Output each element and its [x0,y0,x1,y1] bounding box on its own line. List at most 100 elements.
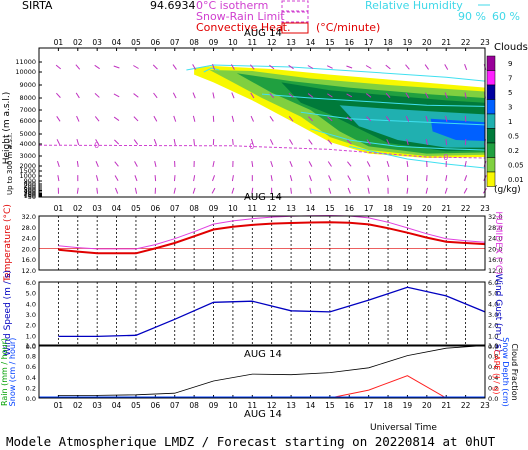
temp-ytick-right: 12.0 [488,267,502,275]
wind-barb [172,92,177,99]
rain-hour-tick: 06 [151,401,161,410]
wind-barb [113,65,120,69]
cloud-legend: 9 7 5 3 1 0.5 0.2 0.05 0.01 [486,55,524,187]
cloud-ylabel: Height (m a.s.l.) [2,92,12,165]
cloud-ylabel-2: Up to 300 m a.s.l. [6,133,14,195]
temp-hour-tick: 20 [422,204,432,213]
wind-barb [114,175,119,181]
height-tick-label: 2000 [19,162,36,170]
height-tick-label: 8000 [19,94,36,102]
wind-ytick-right: 4.0 [488,300,498,308]
wind-barb [56,116,61,122]
temp-hour-tick: 12 [267,204,277,213]
rain-ytick: 0.2 [26,384,36,392]
wind-barb [445,115,448,122]
rain-hour-tick: 13 [286,401,296,410]
wind-barb [76,160,79,168]
wind-barb [367,175,371,182]
wind-barb [366,116,372,122]
temp-hour-tick: 01 [54,204,64,213]
height-tick-label: 100 [24,192,36,200]
wind-barb [269,92,275,98]
rain-hour-tick: 14 [306,401,316,410]
wind-barb [193,175,196,182]
cloud-fraction-ylabel: Cloud Fraction [510,343,519,400]
wind-barb [192,187,196,194]
wind-barb [231,92,235,99]
rain-hour-tick: 05 [131,401,141,410]
wind-barb [289,161,293,167]
wind-barb [192,92,196,99]
temp-ytick: 28.0 [22,224,36,232]
height-tick-label: 400 [24,187,36,195]
rain-ytick: 0.6 [26,363,36,371]
wind-barb [425,115,429,122]
wind-barb [75,92,80,99]
rain-ytick-right: 0.0 [488,395,498,403]
legend-level-label: 5 [508,89,512,97]
wind-barb [114,161,119,167]
cloud-hour-tick: 01 [54,38,64,47]
cloud-hour-tick: 04 [112,38,122,47]
wind-barb [94,64,100,70]
height-tick-label: 150 [24,191,36,199]
wind-barb [347,175,352,181]
rain-hour-tick: 09 [209,401,219,410]
temp-hour-tick: 17 [364,204,374,213]
wind-gust-ylabel: Wind Gust (m / s) [493,274,503,352]
wind-barb [251,187,254,194]
wind-barb [464,160,467,168]
wind-barb [211,187,216,194]
snow-ylabel: Snow (cm / hour) [8,338,17,407]
wind-barb [133,116,139,122]
wind-barb [387,175,390,182]
wind-barb [212,175,216,182]
wind-ytick: 6.0 [26,279,36,287]
wind-barb [212,160,215,168]
wind-barb [269,139,274,145]
legend-swatch [486,142,496,158]
wind-barb [75,64,81,70]
cloud-axes: 01 02 03 04 05 06 07 08 09 10 11 12 13 14 15 16 17 18 19 20… [15,38,490,201]
wind-barb [133,139,139,145]
wind-barb [288,64,294,70]
wind-barb [365,93,372,98]
legend-swatch [486,55,496,71]
rain-ylabel: Rain (mm / hour) [0,338,9,406]
wind-barb [290,187,292,194]
cloud-hour-tick: 11 [248,38,258,47]
wind-barb [425,187,428,194]
rh-contour-top [186,64,486,82]
wind-barb [231,187,235,194]
wind-barb [250,138,254,146]
forecast-caption: Modele Atmospherique LMDZ / Forecast sta… [6,434,496,449]
wind-ytick-right: 1.0 [488,332,498,340]
wind-barb [95,161,99,167]
wind-barb [385,64,391,70]
temp-hour-tick: 02 [73,204,83,213]
rain-ytick: 0.8 [26,353,36,361]
rain-ytick-right: 1.0 [488,342,498,350]
wind-barb [366,139,371,145]
wind-barb [269,116,274,122]
legend-level-label: 1 [508,118,512,126]
rain-hour-tick: 12 [267,401,277,410]
wind-barb [193,138,195,146]
wind-barb [444,187,448,194]
temp-ytick-right: 20.0 [488,245,502,253]
wind-speed-line [58,286,486,338]
temp-ytick-right: 28.0 [488,224,502,232]
cloud-fraction-line [58,345,486,396]
height-tick-label: 700 [24,182,36,190]
wind-barb [328,175,332,182]
wind-barb [464,64,468,70]
wind-barb [328,187,332,194]
wind-barb [94,92,100,98]
rain-hour-tick: 17 [364,401,374,410]
wind-barb [445,138,448,146]
wind-barb [385,116,391,122]
wind-barb [231,175,234,182]
wind-barb [406,138,409,146]
temp-hour-tick: 10 [228,204,238,213]
